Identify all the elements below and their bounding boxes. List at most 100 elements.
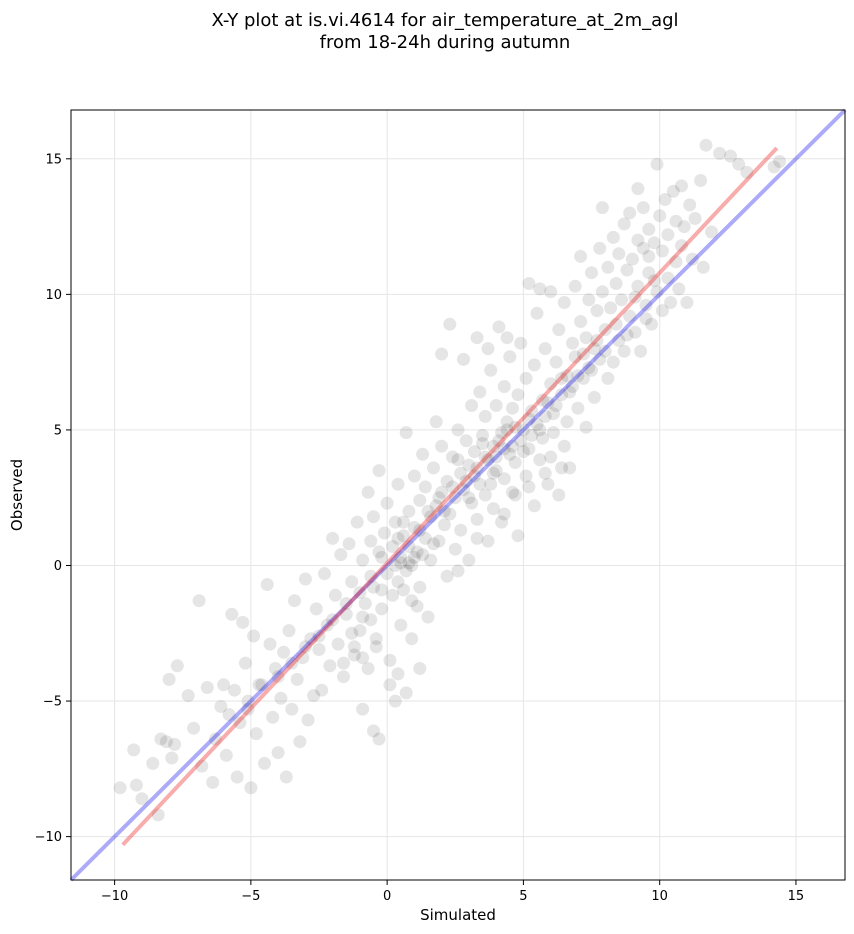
data-point	[478, 488, 492, 502]
data-point	[187, 721, 201, 735]
data-point	[440, 474, 454, 488]
data-point	[705, 225, 718, 239]
data-point	[372, 464, 386, 478]
data-point	[345, 575, 359, 589]
data-point	[435, 439, 449, 453]
data-point	[467, 469, 481, 483]
data-point	[377, 526, 391, 540]
data-point	[413, 523, 427, 537]
data-point	[407, 550, 421, 564]
data-point	[367, 580, 380, 594]
data-point	[481, 453, 495, 467]
data-point	[628, 290, 642, 304]
x-tick-label: 15	[788, 889, 805, 904]
chart-title-line-1: X-Y plot at is.vi.4614 for air_temperatu…	[211, 10, 678, 31]
data-points	[113, 138, 787, 822]
data-point	[724, 149, 737, 163]
data-point	[538, 342, 552, 356]
data-point	[595, 201, 609, 215]
data-point	[427, 537, 440, 551]
data-point	[486, 466, 500, 480]
data-point	[541, 477, 555, 491]
data-point	[339, 607, 353, 621]
data-point	[206, 775, 220, 789]
data-point	[536, 393, 549, 407]
data-point	[601, 260, 615, 274]
data-point	[279, 770, 293, 784]
data-point	[328, 588, 342, 602]
data-point	[568, 279, 582, 293]
data-point	[380, 496, 394, 510]
data-point	[609, 317, 623, 331]
data-point	[217, 678, 231, 692]
data-point	[484, 477, 498, 491]
data-point	[326, 613, 340, 627]
data-point	[364, 613, 378, 627]
data-point	[397, 583, 410, 597]
data-point	[566, 380, 579, 393]
data-point	[598, 323, 612, 337]
data-point	[298, 640, 312, 654]
data-point	[454, 466, 468, 480]
data-point	[508, 488, 522, 502]
data-point	[560, 415, 574, 429]
data-point	[410, 545, 424, 559]
data-point	[214, 700, 228, 713]
data-point	[571, 369, 585, 383]
data-point	[511, 388, 525, 402]
data-point	[514, 434, 528, 448]
data-point	[465, 399, 479, 412]
data-point	[612, 334, 626, 347]
data-point	[645, 317, 658, 331]
data-point	[650, 285, 664, 299]
data-point	[492, 434, 506, 448]
data-point	[356, 610, 370, 624]
data-point	[154, 732, 168, 746]
data-point	[293, 735, 307, 749]
data-point	[506, 401, 519, 415]
data-point	[320, 618, 334, 632]
data-point	[285, 702, 299, 716]
data-point	[413, 493, 427, 507]
data-point	[375, 550, 389, 564]
data-point	[609, 277, 623, 290]
data-point	[473, 385, 487, 399]
data-point	[481, 534, 495, 548]
data-point	[388, 559, 402, 572]
data-point	[590, 304, 604, 318]
data-point	[574, 315, 588, 328]
data-point	[230, 770, 244, 784]
data-point	[277, 645, 291, 659]
data-point	[484, 363, 498, 377]
data-point	[165, 751, 179, 765]
data-point	[579, 420, 593, 434]
data-point	[159, 735, 173, 749]
data-point	[462, 553, 476, 567]
data-point	[312, 643, 326, 656]
data-point	[497, 472, 511, 486]
data-point	[364, 534, 378, 548]
data-point	[467, 445, 481, 459]
data-point	[557, 296, 571, 309]
data-point	[402, 556, 416, 570]
y-tick-label: −5	[43, 695, 62, 710]
data-point	[233, 716, 247, 730]
reference-lines	[69, 108, 847, 882]
data-point	[557, 439, 571, 453]
grid	[71, 110, 845, 880]
data-point	[342, 537, 356, 551]
data-point	[312, 629, 326, 643]
data-point	[405, 594, 419, 608]
data-point	[457, 483, 470, 497]
data-point	[192, 594, 206, 608]
data-point	[625, 252, 639, 266]
data-point	[527, 499, 541, 513]
data-point	[675, 179, 688, 193]
data-point	[399, 426, 413, 440]
data-point	[470, 461, 484, 475]
data-point	[383, 678, 397, 692]
x-tick-label: −5	[241, 889, 260, 904]
data-point	[244, 781, 258, 795]
data-point	[435, 347, 449, 361]
